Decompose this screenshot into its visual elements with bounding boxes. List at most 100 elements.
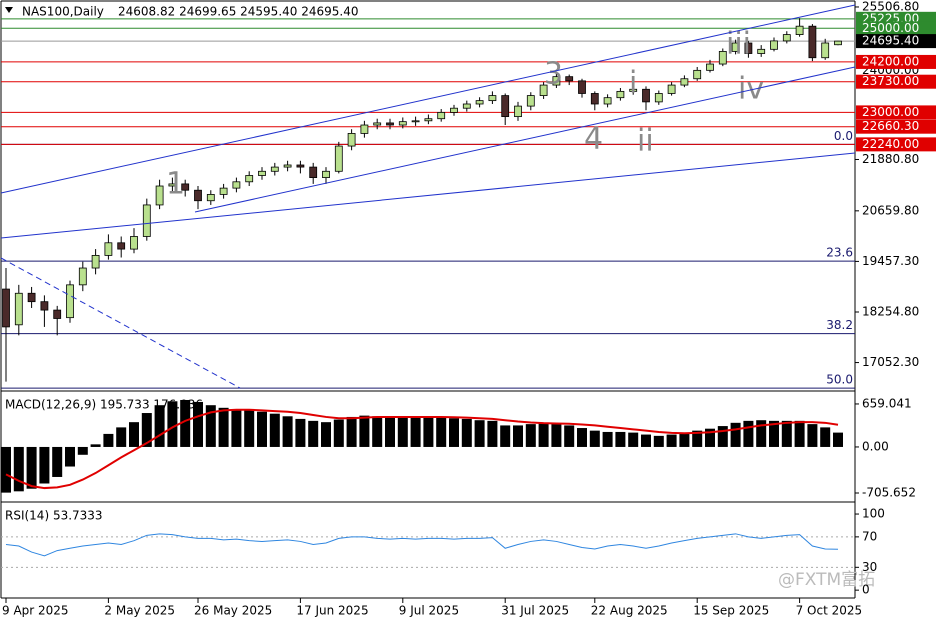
macd-bar bbox=[564, 425, 575, 447]
candle-body bbox=[808, 25, 817, 59]
wave-label: iii bbox=[726, 27, 751, 62]
macd-bar bbox=[692, 430, 703, 447]
macd-bar bbox=[154, 405, 165, 447]
candle-body bbox=[27, 292, 36, 303]
candle-body bbox=[347, 133, 356, 147]
y-tick-label: 0 bbox=[862, 583, 870, 597]
x-tick-label: 15 Sep 2025 bbox=[693, 604, 769, 618]
y-tick-label: -705.652 bbox=[862, 485, 916, 499]
indicator-label: MACD(12,26,9) 195.733 176.936 bbox=[5, 398, 203, 412]
candle-body bbox=[603, 97, 612, 105]
wave-label: 4 bbox=[584, 122, 603, 157]
candle-body bbox=[693, 69, 702, 80]
candle-body bbox=[424, 118, 433, 122]
candle-body bbox=[360, 124, 369, 134]
plot: 0.023.638.250.0134iiiiiiivMACD(12,26,9) … bbox=[1, 18, 855, 568]
candle-body bbox=[411, 120, 420, 123]
macd-bar bbox=[794, 420, 805, 447]
macd-bar bbox=[282, 416, 293, 447]
candle-body bbox=[475, 100, 484, 105]
macd-bar bbox=[717, 426, 728, 447]
candle-body bbox=[437, 112, 446, 120]
indicator-label: RSI(14) 53.7333 bbox=[5, 509, 103, 523]
macd-bar bbox=[308, 420, 319, 447]
candle-body bbox=[731, 42, 740, 52]
candle-body bbox=[373, 122, 382, 126]
candle-body bbox=[104, 242, 113, 256]
macd-bar bbox=[346, 416, 357, 447]
candle-body bbox=[78, 267, 87, 286]
candle-body bbox=[2, 288, 10, 328]
candle-body bbox=[206, 194, 215, 202]
macd-bar bbox=[500, 425, 511, 447]
macd-bar bbox=[295, 418, 306, 447]
macd-bar bbox=[257, 411, 267, 447]
macd-bar bbox=[449, 418, 459, 447]
candle-body bbox=[718, 51, 727, 65]
candle-body bbox=[398, 121, 407, 126]
y-tick-label: 30 bbox=[862, 560, 877, 574]
rsi-line bbox=[5, 533, 839, 557]
wave-label: 1 bbox=[166, 167, 185, 202]
y-tick-label: 70 bbox=[862, 529, 877, 543]
level-label: 24200.00 bbox=[862, 54, 919, 68]
macd-bar bbox=[781, 420, 792, 447]
macd-bar bbox=[231, 409, 242, 447]
macd-bar bbox=[372, 416, 383, 447]
wave-label: ii bbox=[637, 124, 654, 159]
candle-body bbox=[552, 76, 561, 86]
macd-bar bbox=[666, 434, 677, 447]
menu-triangle bbox=[5, 7, 13, 13]
symbol: NAS100,Daily bbox=[22, 5, 104, 19]
candle-body bbox=[795, 25, 804, 35]
candle-body bbox=[526, 95, 535, 107]
level-tag bbox=[856, 105, 936, 120]
level-tag bbox=[856, 74, 936, 89]
candle-body bbox=[258, 170, 266, 176]
candle-body bbox=[565, 76, 574, 82]
wave-label: i bbox=[629, 66, 637, 101]
x-tick-label: 7 Oct 2025 bbox=[796, 604, 863, 618]
macd-bar bbox=[167, 401, 178, 447]
fib-label: 0.0 bbox=[834, 129, 853, 143]
macd-bar bbox=[538, 422, 549, 447]
candle-body bbox=[501, 95, 510, 118]
y-tick-label: 21880.80 bbox=[862, 152, 919, 166]
candle-body bbox=[629, 88, 638, 92]
macd-bar bbox=[756, 420, 767, 447]
level-label: 23000.00 bbox=[862, 105, 919, 119]
ohlc: 24608.82 24699.65 24595.40 24695.40 bbox=[118, 5, 358, 19]
candle-body bbox=[40, 301, 49, 311]
macd-bar bbox=[397, 416, 408, 447]
candle-body bbox=[219, 187, 228, 195]
candle-body bbox=[667, 84, 676, 94]
candle-body bbox=[91, 255, 100, 269]
macd-bar bbox=[218, 407, 229, 447]
fib-label: 38.2 bbox=[826, 318, 853, 332]
candle-body bbox=[322, 170, 330, 178]
x-tick-label: 31 Jul 2025 bbox=[501, 604, 569, 618]
macd-bar bbox=[193, 401, 203, 447]
level-tag bbox=[856, 137, 936, 152]
macd-bar bbox=[90, 444, 101, 447]
candle-body bbox=[821, 42, 830, 59]
wave-label: iv bbox=[738, 72, 764, 107]
macd-bar bbox=[577, 428, 587, 447]
level-label: 25000.00 bbox=[862, 21, 919, 35]
y-tick-label: 659.041 bbox=[862, 396, 912, 410]
candle-body bbox=[296, 164, 305, 168]
candle-body bbox=[514, 105, 522, 118]
candle-body bbox=[142, 204, 151, 237]
candle-body bbox=[270, 166, 279, 172]
macd-bar bbox=[525, 424, 536, 447]
macd-bar bbox=[513, 425, 523, 447]
x-tick-label: 26 May 2025 bbox=[194, 604, 272, 618]
candle-body bbox=[590, 93, 599, 105]
candle-body bbox=[53, 309, 62, 319]
level-label: 23730.00 bbox=[862, 74, 919, 88]
macd-bar bbox=[743, 420, 754, 447]
candle-body bbox=[155, 185, 164, 206]
candle-body bbox=[309, 166, 318, 178]
macd-bar bbox=[487, 420, 498, 447]
candle-body bbox=[66, 284, 74, 319]
